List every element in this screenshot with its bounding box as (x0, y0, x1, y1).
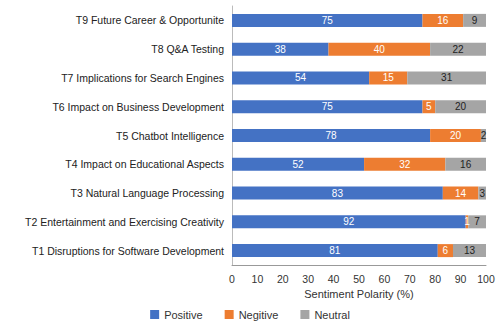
svg-text:9: 9 (472, 15, 478, 26)
svg-text:T7 Implications for Search Eng: T7 Implications for Search Engines (61, 72, 224, 84)
svg-text:2: 2 (481, 130, 487, 141)
svg-text:52: 52 (292, 159, 304, 170)
svg-text:38: 38 (275, 44, 287, 55)
svg-text:T2 Entertainment and Exercisin: T2 Entertainment and Exercising Creativi… (25, 216, 225, 228)
svg-text:40: 40 (374, 44, 386, 55)
svg-text:20: 20 (455, 101, 467, 112)
svg-text:1: 1 (464, 216, 470, 227)
svg-text:Negitive: Negitive (239, 309, 279, 321)
svg-text:T1 Disruptions for Software De: T1 Disruptions for Software Development (32, 245, 224, 257)
svg-text:81: 81 (329, 245, 341, 256)
svg-text:7: 7 (474, 216, 480, 227)
svg-text:31: 31 (441, 72, 453, 83)
svg-text:22: 22 (452, 44, 464, 55)
svg-text:80: 80 (429, 273, 441, 285)
svg-text:T9 Future Career & Opportunite: T9 Future Career & Opportunite (76, 14, 224, 26)
svg-text:T4 Impact on Educational Aspec: T4 Impact on Educational Aspects (65, 158, 224, 170)
svg-text:30: 30 (302, 273, 314, 285)
svg-text:T6 Impact on Business Developm: T6 Impact on Business Development (52, 101, 224, 113)
svg-text:15: 15 (383, 72, 395, 83)
svg-text:5: 5 (426, 101, 432, 112)
svg-text:40: 40 (328, 273, 340, 285)
svg-text:3: 3 (479, 188, 485, 199)
svg-text:T3 Natural Language Processing: T3 Natural Language Processing (70, 187, 224, 199)
svg-text:13: 13 (464, 245, 476, 256)
svg-text:90: 90 (455, 273, 467, 285)
svg-text:75: 75 (322, 101, 334, 112)
svg-text:20: 20 (277, 273, 289, 285)
svg-text:T5 Chatbot Intelligence: T5 Chatbot Intelligence (116, 130, 224, 142)
svg-text:100: 100 (477, 273, 495, 285)
svg-text:0: 0 (229, 273, 235, 285)
svg-text:14: 14 (455, 188, 467, 199)
svg-text:32: 32 (399, 159, 411, 170)
svg-text:10: 10 (252, 273, 264, 285)
svg-text:54: 54 (295, 72, 307, 83)
svg-text:6: 6 (443, 245, 449, 256)
svg-text:16: 16 (460, 159, 472, 170)
svg-text:T8 Q&A Testing: T8 Q&A Testing (151, 43, 224, 55)
svg-text:78: 78 (325, 130, 337, 141)
svg-text:Neutral: Neutral (314, 309, 349, 321)
svg-text:83: 83 (332, 188, 344, 199)
svg-text:Positive: Positive (164, 309, 203, 321)
svg-text:16: 16 (437, 15, 449, 26)
svg-text:92: 92 (343, 216, 355, 227)
svg-text:20: 20 (450, 130, 462, 141)
svg-text:75: 75 (322, 15, 334, 26)
svg-text:50: 50 (353, 273, 365, 285)
svg-text:60: 60 (379, 273, 391, 285)
svg-text:Sentiment Polarity (%): Sentiment Polarity (%) (304, 288, 413, 300)
svg-text:70: 70 (404, 273, 416, 285)
